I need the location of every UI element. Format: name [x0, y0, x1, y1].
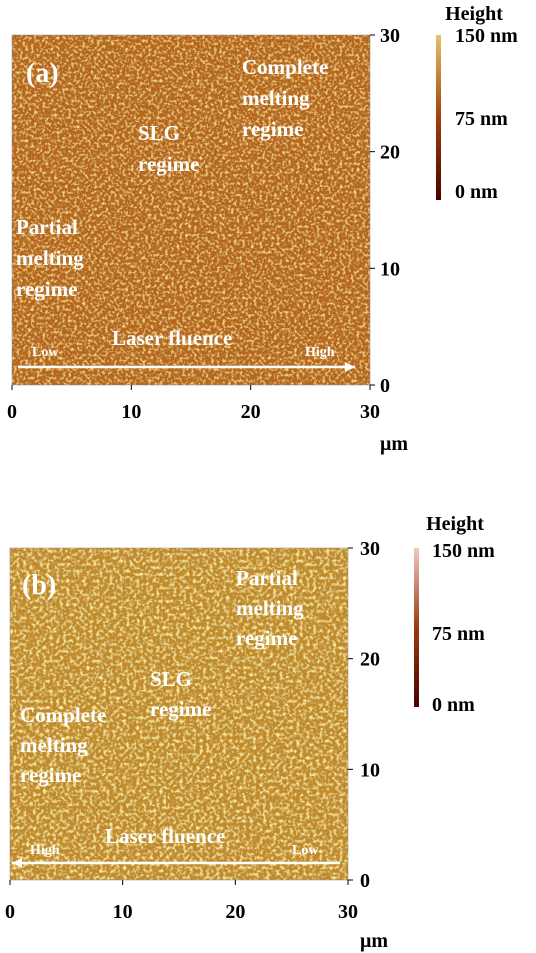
- region-label: SLG: [150, 667, 192, 691]
- y-tick-label: 20: [380, 142, 400, 164]
- region-label: melting: [20, 733, 88, 757]
- region-label: regime: [242, 117, 303, 141]
- panel-label: (a): [26, 58, 59, 89]
- colorbar-title: Height: [445, 3, 503, 25]
- region-label: melting: [242, 86, 310, 110]
- y-tick-label: 30: [360, 538, 380, 560]
- figure: 01020300102030μmHeight150 nm75 nm0 nm(a)…: [0, 0, 536, 953]
- x-tick-label: 20: [241, 401, 261, 423]
- x-tick-label: 30: [360, 401, 380, 423]
- colorbar-label: 150 nm: [432, 540, 495, 562]
- region-label: Partial: [16, 215, 78, 239]
- region-label: Partial: [236, 566, 298, 590]
- y-tick-label: 20: [360, 649, 380, 671]
- arrow-label: Laser fluence: [105, 824, 225, 848]
- x-tick-label: 10: [113, 901, 133, 923]
- region-label: regime: [20, 763, 81, 787]
- x-tick-label: 0: [7, 401, 17, 423]
- colorbar-label: 75 nm: [432, 623, 485, 645]
- region-label: Complete: [20, 703, 106, 727]
- x-tick-label: 30: [338, 901, 358, 923]
- arrow-label: Low: [32, 345, 59, 360]
- x-tick-label: 10: [121, 401, 141, 423]
- arrow-label: High: [305, 345, 335, 360]
- y-tick-label: 0: [360, 870, 370, 892]
- arrow-label: Low: [292, 843, 319, 858]
- arrow-label: High: [30, 843, 60, 858]
- region-label: regime: [138, 152, 199, 176]
- x-tick-label: 20: [225, 901, 245, 923]
- x-tick-label: 0: [5, 901, 15, 923]
- panel-label: (b): [22, 570, 56, 601]
- colorbar: [414, 548, 419, 707]
- y-tick-label: 10: [360, 759, 380, 781]
- colorbar: [436, 35, 441, 200]
- colorbar-label: 75 nm: [455, 108, 508, 130]
- y-tick-label: 30: [380, 25, 400, 47]
- axis-unit: μm: [360, 930, 388, 952]
- region-label: SLG: [138, 121, 180, 145]
- colorbar-label: 150 nm: [455, 25, 518, 47]
- region-label: melting: [16, 246, 84, 270]
- region-label: melting: [236, 596, 304, 620]
- colorbar-label: 0 nm: [455, 181, 498, 203]
- colorbar-label: 0 nm: [432, 694, 475, 716]
- y-tick-label: 0: [380, 375, 390, 397]
- axis-unit: μm: [380, 433, 408, 455]
- arrow-label: Laser fluence: [112, 326, 232, 350]
- region-label: regime: [16, 277, 77, 301]
- region-label: Complete: [242, 55, 328, 79]
- y-tick-label: 10: [380, 258, 400, 280]
- region-label: regime: [150, 697, 211, 721]
- colorbar-title: Height: [426, 513, 484, 535]
- region-label: regime: [236, 626, 297, 650]
